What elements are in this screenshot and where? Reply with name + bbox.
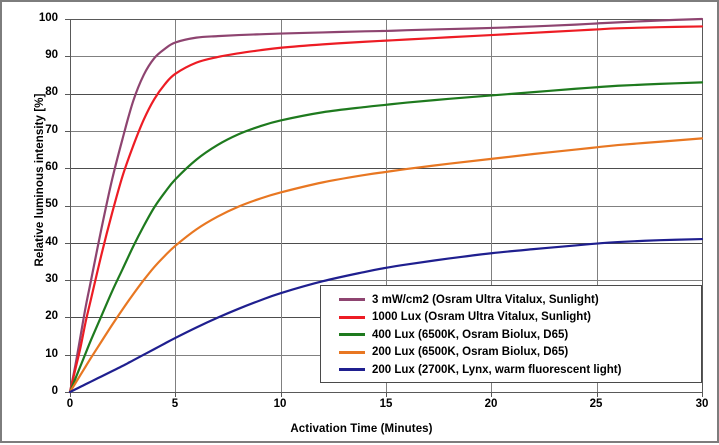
legend-item: 400 Lux (6500K, Osram Biolux, D65) bbox=[321, 326, 701, 344]
legend-swatch-icon bbox=[339, 368, 365, 372]
x-tick-label: 15 bbox=[379, 398, 393, 410]
legend-swatch-icon bbox=[339, 298, 365, 302]
legend-item: 200 Lux (6500K, Osram Biolux, D65) bbox=[321, 344, 701, 362]
y-tick-label: 30 bbox=[45, 273, 58, 285]
legend-item-label: 3 mW/cm2 (Osram Ultra Vitalux, Sunlight) bbox=[372, 293, 599, 306]
legend-item: 3 mW/cm2 (Osram Ultra Vitalux, Sunlight) bbox=[321, 291, 701, 309]
y-tick-label: 90 bbox=[45, 49, 58, 61]
y-tick-label: 10 bbox=[45, 348, 58, 360]
legend-swatch-icon bbox=[339, 333, 365, 337]
y-tick-label: 20 bbox=[45, 310, 58, 322]
x-tick-label: 10 bbox=[273, 398, 287, 410]
y-tick-label: 0 bbox=[51, 385, 58, 397]
legend-item-label: 1000 Lux (Osram Ultra Vitalux, Sunlight) bbox=[372, 311, 591, 324]
legend-swatch-icon bbox=[339, 315, 365, 319]
legend-item-label: 400 Lux (6500K, Osram Biolux, D65) bbox=[372, 328, 569, 341]
legend-item-label: 200 Lux (6500K, Osram Biolux, D65) bbox=[372, 346, 569, 359]
y-tick-label: 60 bbox=[45, 161, 58, 173]
y-axis-title: Relative luminous intensity [%] bbox=[34, 93, 46, 267]
x-tick-label: 5 bbox=[171, 398, 179, 410]
x-tick-label: 20 bbox=[484, 398, 498, 410]
y-axis-title-wrapper: Relative luminous intensity [%] bbox=[34, 0, 54, 370]
x-tick-label: 0 bbox=[66, 398, 74, 410]
y-tick-label: 70 bbox=[45, 124, 58, 136]
y-tick-label: 100 bbox=[38, 12, 58, 24]
legend-item: 200 Lux (2700K, Lynx, warm fluorescent l… bbox=[321, 361, 701, 379]
x-axis-title: Activation Time (Minutes) bbox=[290, 423, 433, 435]
x-tick-label: 25 bbox=[589, 398, 603, 410]
y-tick-label: 80 bbox=[45, 86, 58, 98]
legend-item: 1000 Lux (Osram Ultra Vitalux, Sunlight) bbox=[321, 309, 701, 327]
x-tick-label: 30 bbox=[695, 398, 709, 410]
chart-legend: 3 mW/cm2 (Osram Ultra Vitalux, Sunlight)… bbox=[320, 285, 702, 383]
y-tick-label: 40 bbox=[45, 236, 58, 248]
legend-item-label: 200 Lux (2700K, Lynx, warm fluorescent l… bbox=[372, 363, 622, 376]
y-tick-label: 50 bbox=[45, 198, 58, 210]
legend-swatch-icon bbox=[339, 350, 365, 354]
